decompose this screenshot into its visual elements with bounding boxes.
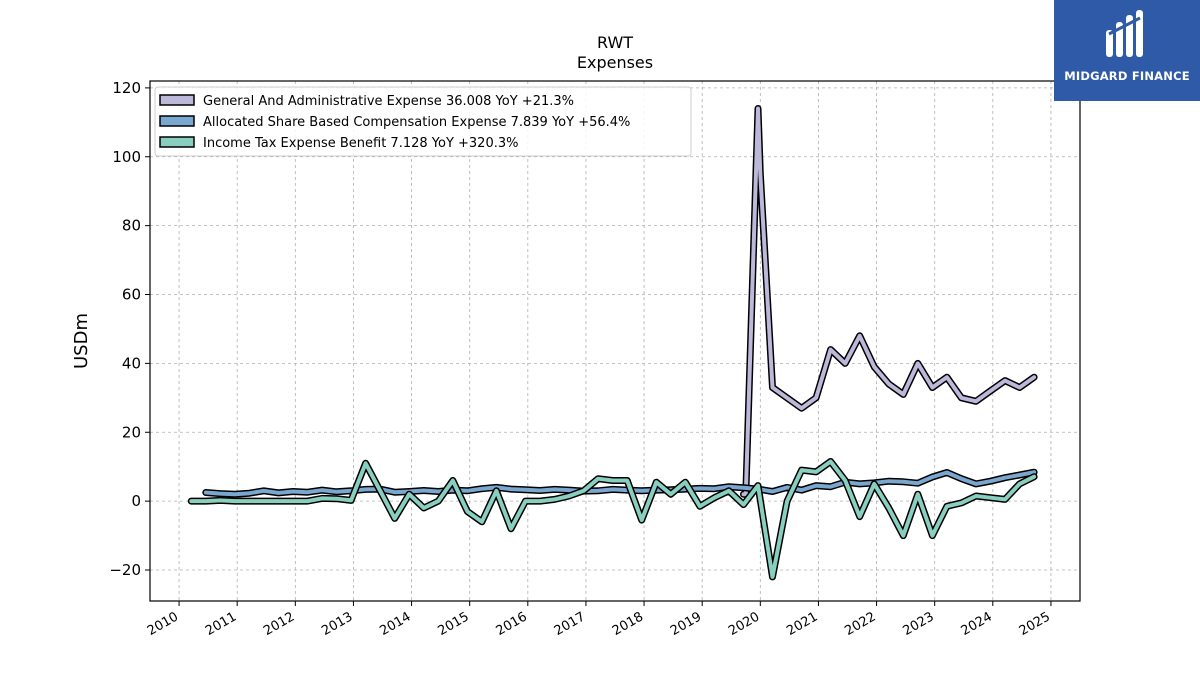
legend: General And Administrative Expense 36.00… bbox=[154, 86, 692, 157]
series-lines bbox=[187, 105, 1038, 581]
y-tick-label: 100 bbox=[112, 148, 141, 166]
chart-title: RWT bbox=[597, 33, 633, 52]
y-tick-label: 60 bbox=[122, 286, 141, 304]
series-line bbox=[741, 106, 1037, 497]
legend-label: General And Administrative Expense 36.00… bbox=[203, 94, 574, 109]
y-axis-label: USDm bbox=[71, 313, 92, 369]
legend-label: Income Tax Expense Benefit 7.128 YoY +32… bbox=[203, 136, 518, 151]
legend-frame bbox=[154, 86, 692, 157]
chart-subtitle: Expenses bbox=[577, 53, 653, 72]
midgard-logo-icon bbox=[1106, 10, 1143, 57]
plot-area-frame bbox=[149, 80, 1081, 602]
y-axis: −20 0 20 40 60 80 100 120 bbox=[109, 79, 150, 579]
legend-swatch bbox=[159, 136, 195, 148]
y-tick-label: 40 bbox=[122, 354, 141, 372]
y-tick-label: 0 bbox=[131, 492, 141, 510]
logo-text: MIDGARD FINANCE bbox=[1064, 69, 1190, 83]
y-tick-label: 80 bbox=[122, 217, 141, 235]
midgard-finance-logo: MIDGARD FINANCE bbox=[1054, 0, 1200, 101]
y-tick-label: 120 bbox=[112, 79, 141, 97]
series-line bbox=[189, 459, 1037, 579]
y-tick-label: 20 bbox=[122, 423, 141, 441]
legend-swatch bbox=[159, 94, 195, 106]
y-tick-label: −20 bbox=[109, 561, 141, 579]
legend-swatch bbox=[159, 115, 195, 127]
series-line bbox=[203, 470, 1037, 497]
legend-label: Allocated Share Based Compensation Expen… bbox=[203, 115, 630, 130]
